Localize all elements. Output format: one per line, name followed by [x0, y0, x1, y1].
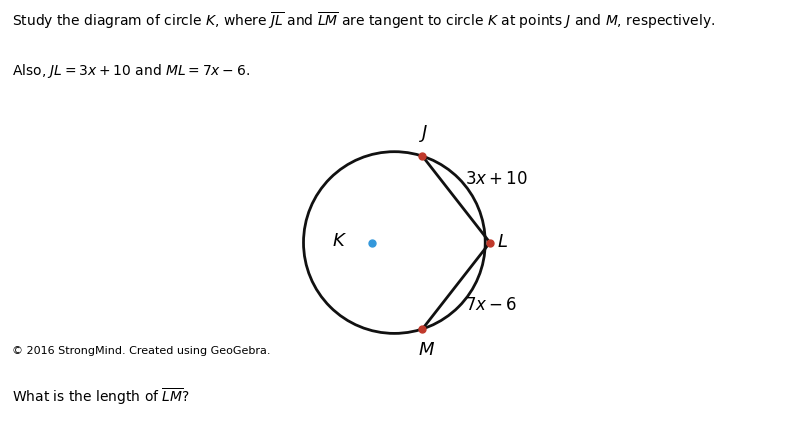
Text: $K$: $K$ [332, 232, 347, 250]
Text: $M$: $M$ [418, 341, 434, 359]
Text: © 2016 StrongMind. Created using GeoGebra.: © 2016 StrongMind. Created using GeoGebr… [12, 346, 270, 357]
Text: $L$: $L$ [497, 232, 508, 251]
Text: Study the diagram of circle $K$, where $\overline{JL}$ and $\overline{LM}$ are t: Study the diagram of circle $K$, where $… [12, 11, 715, 32]
Text: $7x - 6$: $7x - 6$ [466, 297, 518, 314]
Text: What is the length of $\overline{LM}$?: What is the length of $\overline{LM}$? [12, 387, 190, 407]
Text: Also, $JL = 3x + 10$ and $ML = 7x - 6$.: Also, $JL = 3x + 10$ and $ML = 7x - 6$. [12, 62, 250, 79]
Text: $3x + 10$: $3x + 10$ [466, 171, 528, 188]
Text: $J$: $J$ [419, 123, 429, 144]
